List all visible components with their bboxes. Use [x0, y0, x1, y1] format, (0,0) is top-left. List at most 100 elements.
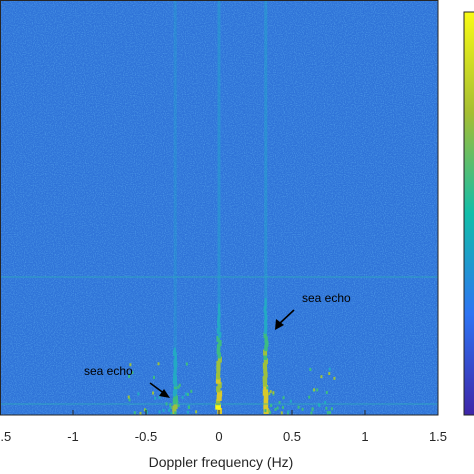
feature-speckle [157, 362, 160, 366]
feature-speckle [186, 410, 189, 414]
feature-speckle [297, 405, 300, 409]
feature-speckle [185, 362, 188, 366]
feature-speckle [325, 390, 328, 394]
colorbar-gradient [463, 11, 474, 416]
feature-speckle [137, 392, 140, 396]
feature-speckle [310, 411, 313, 415]
feature-cell [216, 369, 221, 376]
feature-cell [216, 327, 220, 334]
arrow-icon [149, 382, 170, 398]
feature-cell [263, 385, 269, 392]
arrow-icon [275, 309, 295, 330]
annotations: sea echo sea echo [84, 291, 351, 398]
feature-speckle [313, 388, 316, 392]
feature-streak [173, 0, 177, 415]
feature-speckle [278, 400, 281, 404]
feature-speckle [280, 411, 283, 415]
feature-speckle [181, 395, 184, 399]
feature-cell [217, 408, 223, 414]
feature-cell [215, 377, 221, 384]
feature-cell [216, 364, 221, 371]
feature-cell [217, 307, 221, 314]
feature-streak [264, 0, 268, 415]
feature-cell [263, 371, 268, 378]
feature-speckle [162, 408, 165, 412]
feature-cell [217, 323, 221, 330]
feature-horizontal-line [0, 276, 438, 278]
feature-cell [174, 361, 178, 368]
feature-speckle [308, 395, 311, 399]
feature-speckle [281, 405, 284, 409]
feature-cell [262, 389, 269, 396]
feature-cell [216, 344, 221, 351]
feature-cell [263, 353, 268, 360]
x-axis: -1.5 -1 -0.5 0 0.5 1 1.5 [0, 410, 447, 444]
feature-cell [262, 362, 267, 369]
feature-speckle [170, 411, 173, 415]
feature-speckle [309, 367, 312, 371]
feature-speckle [188, 405, 191, 409]
feature-cell [217, 315, 220, 322]
feature-cell [263, 367, 268, 374]
x-tick-label: 1.5 [429, 429, 447, 444]
feature-horizontal-line [0, 403, 438, 405]
feature-streak [217, 0, 221, 415]
feature-cell [218, 331, 222, 338]
feature-speckle [289, 399, 292, 403]
feature-cell [264, 340, 269, 347]
feature-speckle [169, 406, 172, 410]
feature-speckle [282, 396, 285, 400]
feature-cell [216, 335, 220, 342]
feature-speckle [316, 388, 319, 392]
feature-cell [263, 358, 268, 365]
feature-speckle [176, 400, 179, 404]
feature-cell [215, 399, 221, 406]
feature-cell [216, 360, 221, 367]
feature-speckle [152, 375, 155, 379]
feature-speckle [190, 389, 193, 393]
feature-cell [264, 314, 268, 321]
x-tick-label: 0.5 [283, 429, 301, 444]
x-tick-label: 0 [215, 429, 222, 444]
x-axis-title: Doppler frequency (Hz) [149, 454, 294, 470]
feature-cell [263, 349, 268, 356]
x-tick-label: 1 [361, 429, 368, 444]
feature-speckle [301, 407, 304, 411]
feature-cell [217, 356, 222, 363]
feature-cell [216, 373, 221, 380]
feature-speckle [139, 411, 142, 415]
feature-speckle [287, 410, 290, 414]
feature-speckle [268, 392, 271, 396]
feature-speckle [269, 390, 272, 394]
feature-speckle [165, 402, 168, 406]
feature-cell [264, 345, 268, 352]
feature-speckle [324, 400, 327, 404]
feature-speckle [128, 398, 131, 402]
colorbar [463, 11, 474, 416]
feature-speckle [325, 406, 328, 410]
feature-cell [217, 319, 220, 326]
x-tick-label: -1 [67, 429, 79, 444]
feature-cell [262, 380, 268, 387]
feature-speckle [168, 408, 171, 412]
feature-cell [215, 403, 221, 410]
feature-cell [264, 302, 267, 309]
feature-speckle [329, 411, 332, 415]
feature-speckle [177, 404, 180, 408]
feature-speckle [270, 403, 273, 407]
feature-cell [218, 311, 221, 318]
feature-speckle [195, 410, 198, 414]
feature-cell [264, 327, 268, 334]
feature-speckle [146, 410, 149, 414]
feature-cell [218, 340, 222, 347]
feature-speckle [152, 391, 155, 395]
feature-cell [216, 348, 221, 355]
annotation-sea-echo-right: sea echo [302, 291, 351, 305]
feature-speckle [269, 410, 272, 414]
feature-cell [263, 306, 267, 313]
feature-cell [264, 323, 268, 330]
feature-cell [264, 298, 267, 305]
feature-cell [217, 381, 222, 388]
annotation-sea-echo-left: sea echo [84, 364, 133, 378]
feature-cell [216, 394, 222, 401]
